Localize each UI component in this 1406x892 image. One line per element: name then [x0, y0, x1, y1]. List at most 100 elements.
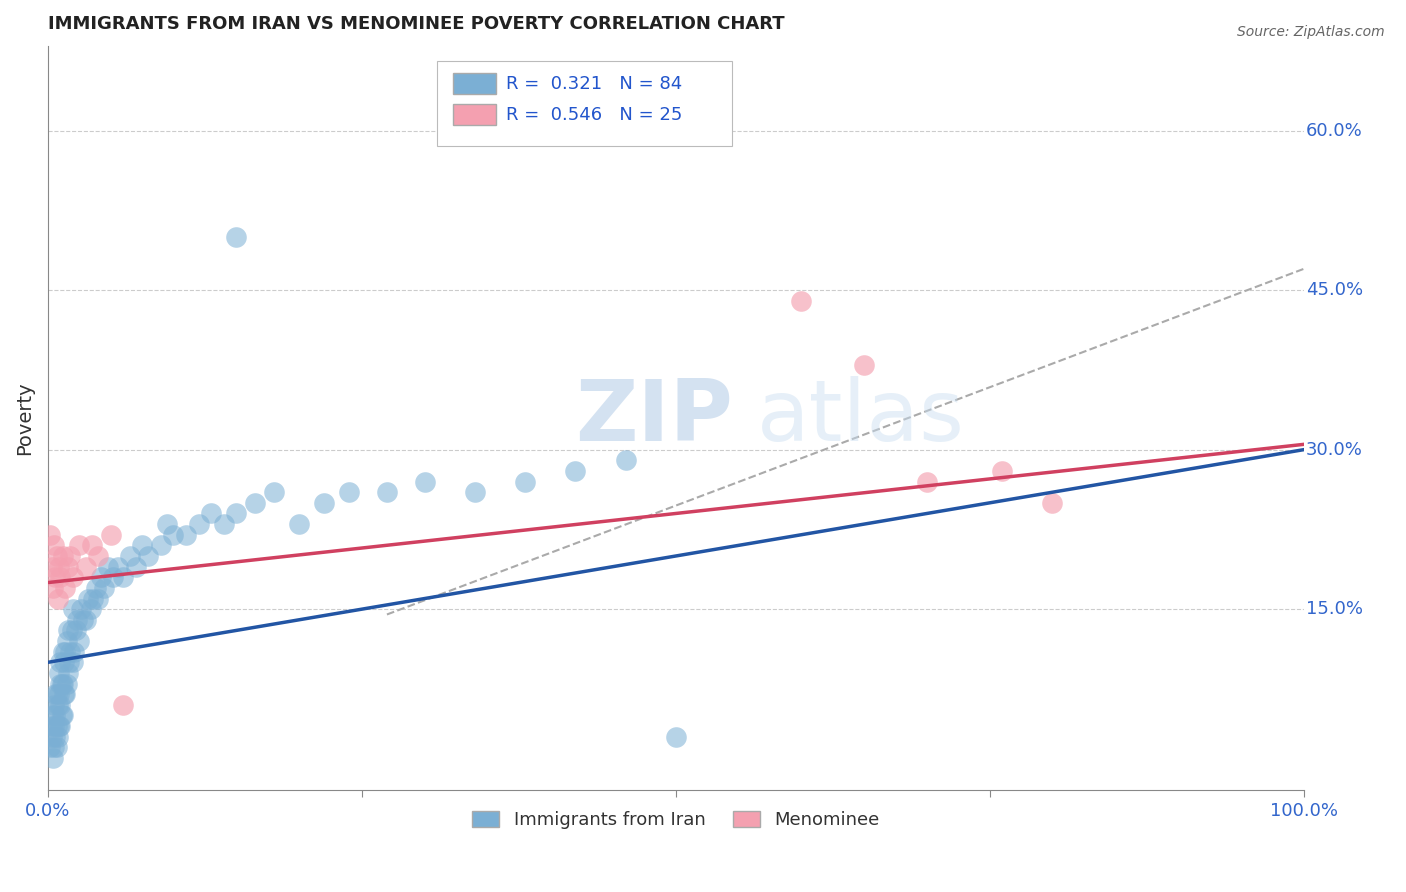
Point	[67, 538, 90, 552]
Point	[67, 634, 90, 648]
Point	[82, 591, 104, 606]
Point	[44, 719, 66, 733]
Point	[59, 549, 82, 563]
Point	[44, 740, 66, 755]
Point	[49, 570, 72, 584]
Point	[665, 730, 688, 744]
Point	[991, 464, 1014, 478]
Point	[790, 293, 813, 308]
FancyBboxPatch shape	[454, 104, 496, 125]
Point	[49, 676, 72, 690]
Point	[44, 570, 66, 584]
Legend: Immigrants from Iran, Menominee: Immigrants from Iran, Menominee	[465, 804, 887, 837]
Point	[42, 751, 65, 765]
Point	[49, 719, 72, 733]
Point	[125, 559, 148, 574]
Point	[51, 676, 73, 690]
Point	[75, 613, 97, 627]
Point	[87, 591, 110, 606]
Text: IMMIGRANTS FROM IRAN VS MENOMINEE POVERTY CORRELATION CHART: IMMIGRANTS FROM IRAN VS MENOMINEE POVERT…	[48, 15, 785, 33]
Point	[42, 581, 65, 595]
Point	[41, 559, 63, 574]
Point	[44, 730, 66, 744]
Point	[853, 358, 876, 372]
Point	[45, 549, 67, 563]
Point	[90, 570, 112, 584]
Point	[45, 719, 67, 733]
Point	[69, 602, 91, 616]
Point	[103, 570, 125, 584]
Point	[46, 591, 69, 606]
Point	[149, 538, 172, 552]
Point	[46, 698, 69, 712]
Point	[118, 549, 141, 563]
Point	[39, 527, 62, 541]
Point	[53, 656, 76, 670]
Point	[138, 549, 160, 563]
Point	[243, 496, 266, 510]
Point	[56, 665, 79, 680]
Point	[52, 549, 75, 563]
Text: Source: ZipAtlas.com: Source: ZipAtlas.com	[1237, 25, 1385, 39]
Point	[55, 676, 77, 690]
Point	[187, 517, 209, 532]
Text: atlas: atlas	[758, 376, 966, 459]
Point	[48, 687, 70, 701]
Point	[156, 517, 179, 532]
Point	[41, 730, 63, 744]
Point	[564, 464, 586, 478]
Point	[75, 559, 97, 574]
Point	[48, 665, 70, 680]
Point	[52, 645, 75, 659]
Point	[375, 485, 398, 500]
Point	[112, 698, 135, 712]
Point	[62, 570, 84, 584]
Point	[513, 475, 536, 489]
Point	[49, 656, 72, 670]
Point	[52, 708, 75, 723]
Text: 30.0%: 30.0%	[1306, 441, 1362, 458]
Point	[56, 624, 79, 638]
Text: R =  0.546   N = 25: R = 0.546 N = 25	[506, 106, 682, 124]
Point	[49, 698, 72, 712]
Point	[464, 485, 486, 500]
Point	[55, 581, 77, 595]
Point	[131, 538, 153, 552]
Point	[225, 230, 247, 244]
Point	[48, 559, 70, 574]
Point	[44, 708, 66, 723]
Point	[1042, 496, 1064, 510]
FancyBboxPatch shape	[454, 73, 496, 94]
Point	[337, 485, 360, 500]
Point	[80, 538, 103, 552]
Text: 60.0%: 60.0%	[1306, 121, 1362, 140]
Point	[41, 719, 63, 733]
Point	[200, 507, 222, 521]
Text: R =  0.321   N = 84: R = 0.321 N = 84	[506, 75, 682, 93]
Point	[212, 517, 235, 532]
Point	[97, 559, 120, 574]
Point	[413, 475, 436, 489]
Point	[77, 591, 100, 606]
Point	[63, 645, 86, 659]
Point	[44, 538, 66, 552]
Point	[52, 676, 75, 690]
Point	[51, 708, 73, 723]
Point	[59, 645, 82, 659]
Point	[162, 527, 184, 541]
Point	[55, 634, 77, 648]
Point	[65, 624, 87, 638]
Text: 45.0%: 45.0%	[1306, 281, 1364, 299]
Point	[112, 570, 135, 584]
Point	[62, 656, 84, 670]
Point	[87, 549, 110, 563]
Point	[56, 559, 79, 574]
Point	[58, 656, 80, 670]
Point	[288, 517, 311, 532]
Point	[225, 507, 247, 521]
Point	[66, 613, 89, 627]
Point	[45, 687, 67, 701]
Point	[107, 559, 129, 574]
Point	[614, 453, 637, 467]
Point	[55, 687, 77, 701]
